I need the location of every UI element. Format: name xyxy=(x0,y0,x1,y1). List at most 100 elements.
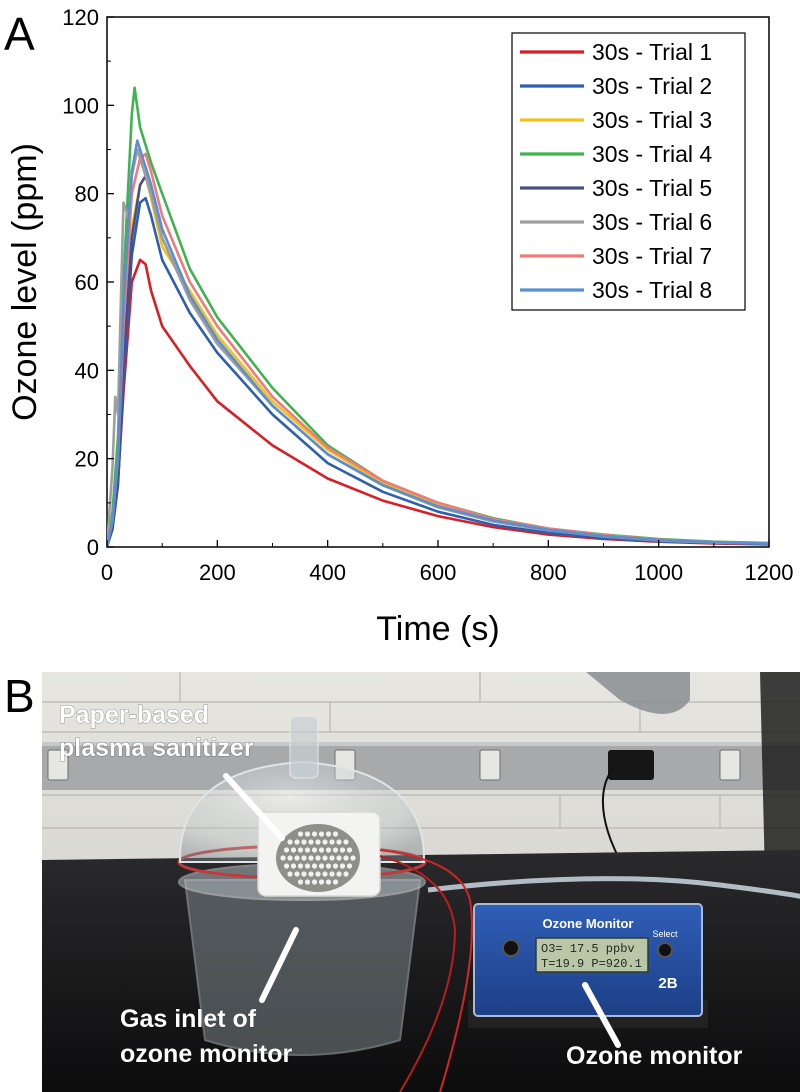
pointer-monitor xyxy=(582,982,621,1048)
mesh-hole xyxy=(308,839,314,845)
mesh-hole xyxy=(290,847,297,853)
mesh-pattern xyxy=(280,831,356,885)
mesh-hole xyxy=(280,855,286,861)
x-axis-label: Time (s) xyxy=(376,610,499,648)
gas-tube xyxy=(427,876,800,900)
label-inlet-line2: ozone monitor xyxy=(120,1040,292,1068)
mesh-hole xyxy=(346,863,353,869)
mesh-hole xyxy=(332,831,339,837)
x-tick-label: 1200 xyxy=(745,560,794,585)
legend-entry: 30s - Trial 4 xyxy=(592,141,712,167)
mesh-hole xyxy=(315,839,321,845)
mesh-hole xyxy=(332,847,339,853)
mesh-hole xyxy=(339,863,346,869)
mesh-hole xyxy=(283,847,290,853)
plasma-sanitizer-device xyxy=(257,811,381,897)
panel-letter-b: B xyxy=(4,670,35,722)
mesh-hole xyxy=(322,871,328,877)
mesh-hole xyxy=(336,855,342,861)
legend-entry: 30s - Trial 7 xyxy=(592,243,712,269)
mesh-hole xyxy=(329,871,335,877)
legend-entry: 30s - Trial 2 xyxy=(592,73,712,99)
pointer-sanitizer xyxy=(223,773,285,841)
y-tick-label: 80 xyxy=(75,182,99,207)
y-axis-label: Ozone level (ppm) xyxy=(6,143,44,421)
mesh-hole xyxy=(308,871,314,877)
device-title: Ozone Monitor xyxy=(543,916,634,931)
ticks-layer: 0 200 400 600 800 1000 1200 0 20 40 60 80 100 120 xyxy=(62,5,793,585)
mesh-hole xyxy=(304,831,311,837)
mesh-hole xyxy=(315,871,321,877)
mesh-hole xyxy=(329,855,335,861)
mesh-hole xyxy=(318,847,325,853)
annotation-pointers xyxy=(223,773,621,1048)
y-tick-label: 40 xyxy=(75,358,99,383)
mesh-hole xyxy=(318,831,325,837)
legend: 30s - Trial 1 30s - Trial 2 30s - Trial 3 3… xyxy=(511,32,746,311)
mesh-hole xyxy=(336,871,342,877)
select-knob xyxy=(657,942,673,958)
legend-box xyxy=(511,32,746,311)
wall-raceway xyxy=(42,742,800,790)
lcd-screen xyxy=(535,937,649,973)
mesh-hole xyxy=(283,863,290,869)
mesh-hole xyxy=(287,839,293,845)
mesh-hole xyxy=(339,847,346,853)
lcd-line-2: T=19.9 P=920.1 xyxy=(541,957,642,971)
legend-entry: 30s - Trial 6 xyxy=(592,209,712,235)
y-tick-label: 100 xyxy=(62,93,99,118)
x-tick-label: 200 xyxy=(199,560,236,585)
y-tick-label: 0 xyxy=(87,535,99,560)
mesh-hole xyxy=(311,863,318,869)
red-wires xyxy=(379,849,473,1092)
photo-panel: B xyxy=(4,670,800,1092)
mesh-hole xyxy=(346,847,353,853)
mesh-hole xyxy=(301,839,307,845)
pointer-gas-inlet xyxy=(259,927,299,1003)
mesh-hole xyxy=(287,871,293,877)
lcd-line-1: O3= 17.5 ppbv xyxy=(541,942,635,956)
select-label: Select xyxy=(652,929,678,939)
mesh-hole xyxy=(336,839,342,845)
chart-panel: A 0 200 400 600 800 1000 1200 0 20 40 60 80 100 120 T… xyxy=(4,5,793,648)
mesh-hole xyxy=(297,847,304,853)
left-knob xyxy=(502,939,520,957)
mesh-hole xyxy=(332,863,339,869)
label-sanitizer-line1: Paper-based xyxy=(59,701,209,729)
ozone-monitor-device: Ozone Monitor O3= 17.5 ppbv T=19.9 P=920… xyxy=(468,903,708,1028)
mesh-hole xyxy=(343,839,349,845)
mesh-hole xyxy=(343,871,349,877)
lamp-shade xyxy=(586,672,690,714)
mesh-hole xyxy=(294,855,300,861)
panel-letter-a: A xyxy=(4,8,35,60)
mesh-hole xyxy=(294,839,300,845)
mesh-hole xyxy=(332,879,339,885)
mesh-hole xyxy=(290,863,297,869)
label-monitor: Ozone monitor xyxy=(566,1042,743,1070)
mesh-hole xyxy=(311,847,318,853)
mesh-hole xyxy=(322,839,328,845)
label-sanitizer-line2: plasma sanitizer xyxy=(59,734,254,762)
mesh-hole xyxy=(350,855,356,861)
mesh-hole xyxy=(322,855,328,861)
legend-entry: 30s - Trial 8 xyxy=(592,277,712,303)
series-line-trial-8 xyxy=(107,139,769,547)
x-tick-label: 400 xyxy=(309,560,346,585)
mesh-hole xyxy=(304,863,311,869)
mesh-hole xyxy=(304,879,311,885)
label-inlet-line1: Gas inlet of xyxy=(120,1005,257,1033)
chamber-bowl xyxy=(183,879,422,1056)
mesh-hole xyxy=(318,863,325,869)
mesh-hole xyxy=(318,879,325,885)
mesh-hole xyxy=(329,839,335,845)
brand-mark: 2B xyxy=(658,975,677,992)
mesh-hole xyxy=(325,879,332,885)
mesh-hole xyxy=(301,855,307,861)
legend-entry: 30s - Trial 5 xyxy=(592,175,712,201)
mesh-hole xyxy=(325,863,332,869)
dome-stem xyxy=(289,715,319,779)
y-tick-label: 120 xyxy=(62,5,99,30)
mesh-hole xyxy=(311,831,318,837)
mesh-hole xyxy=(294,871,300,877)
y-tick-label: 20 xyxy=(75,447,99,472)
